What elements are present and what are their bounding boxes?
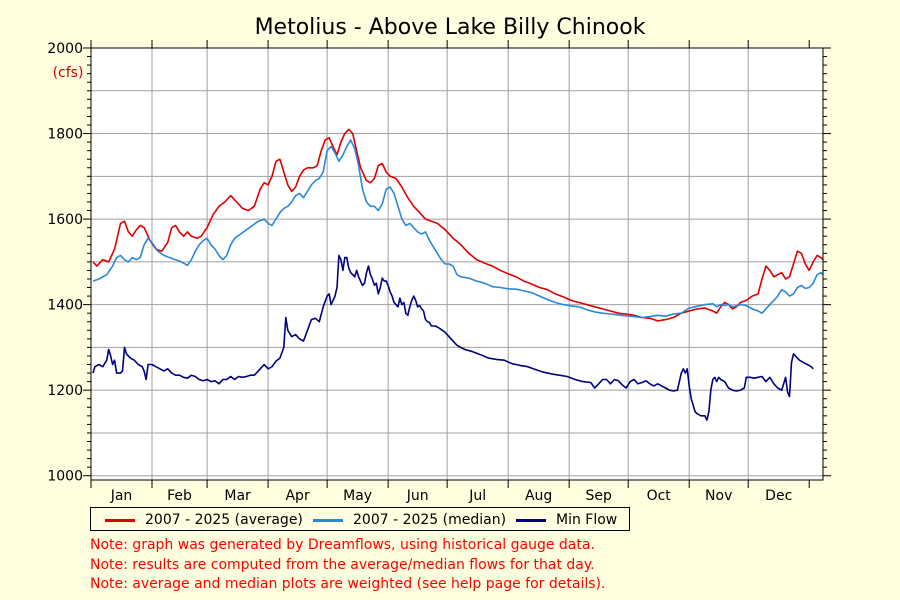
legend-label-average: 2007 - 2025 (average)	[145, 512, 303, 528]
chart-title: Metolius - Above Lake Billy Chinook	[255, 15, 646, 40]
month-label: Nov	[705, 488, 732, 504]
month-label: Mar	[224, 488, 251, 504]
legend-swatch-average	[105, 519, 135, 522]
y-tick-label: 1200	[47, 383, 83, 399]
month-label: Dec	[765, 488, 792, 504]
legend-swatch-median	[313, 519, 343, 522]
note-line: Note: graph was generated by Dreamflows,…	[90, 537, 595, 553]
y-tick-label: 1000	[47, 469, 83, 485]
note-line: Note: results are computed from the aver…	[90, 556, 595, 573]
month-label: May	[343, 488, 372, 504]
month-label: Jul	[468, 488, 486, 504]
month-label: Jan	[110, 488, 133, 504]
y-tick-label: 1600	[47, 212, 83, 228]
month-label: Apr	[285, 488, 309, 504]
series-average-line	[92, 128, 824, 322]
y-tick-label: 1800	[47, 127, 83, 143]
note-line: Note: average and median plots are weigh…	[90, 576, 606, 592]
legend-label-min-flow: Min Flow	[556, 512, 618, 528]
chart-notes: Note: graph was generated by Dreamflows,…	[90, 536, 605, 595]
month-label: Jun	[406, 488, 429, 504]
series-median-line	[92, 139, 824, 319]
chart-legend: 2007 - 2025 (average) 2007 - 2025 (media…	[90, 507, 630, 531]
plot-area	[91, 48, 823, 480]
y-tick-label: 2000	[47, 41, 83, 57]
month-label: Sep	[585, 488, 612, 504]
month-label: Feb	[167, 488, 192, 504]
legend-label-median: 2007 - 2025 (median)	[353, 512, 507, 528]
month-label: Oct	[647, 488, 672, 504]
y-axis-unit: (cfs)	[53, 65, 84, 81]
month-label: Aug	[525, 488, 552, 504]
y-tick-label: 1400	[47, 298, 83, 314]
plot-frame	[90, 47, 824, 481]
series-min-flow-line	[92, 254, 814, 421]
legend-swatch-min-flow	[516, 519, 546, 522]
